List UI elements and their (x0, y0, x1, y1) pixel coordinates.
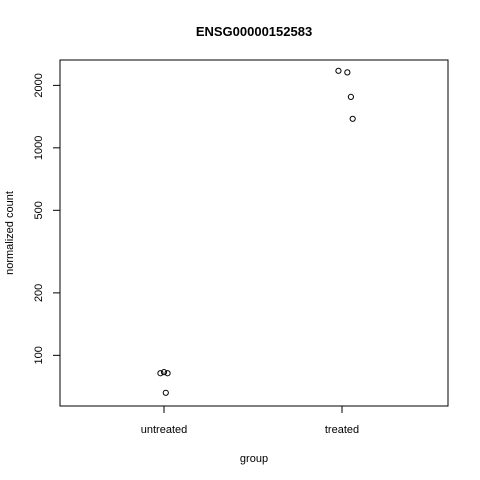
data-points (157, 67, 356, 396)
y-tick-label: 500 (33, 201, 45, 219)
data-point-treated (347, 93, 354, 100)
data-point-treated (349, 115, 356, 122)
y-tick-label: 100 (33, 346, 45, 364)
y-axis-label: normalized count (4, 191, 16, 275)
data-point-treated (344, 69, 351, 76)
data-point-untreated (162, 389, 169, 396)
data-point-untreated (157, 370, 164, 377)
y-tick-label: 2000 (33, 73, 45, 97)
x-axis-label: group (240, 453, 268, 465)
x-tick-label: treated (325, 424, 359, 436)
chart-title: ENSG00000152583 (196, 24, 312, 39)
x-axis: untreated treated (141, 406, 359, 436)
data-point-treated (335, 67, 342, 74)
y-tick-label: 1000 (33, 136, 45, 160)
x-tick-label: untreated (141, 424, 187, 436)
y-tick-label: 200 (33, 284, 45, 302)
plot-box (59, 59, 449, 407)
data-point-untreated (160, 369, 168, 376)
data-point-untreated (164, 370, 171, 377)
y-axis: 100 200 500 1000 2000 (33, 73, 60, 365)
